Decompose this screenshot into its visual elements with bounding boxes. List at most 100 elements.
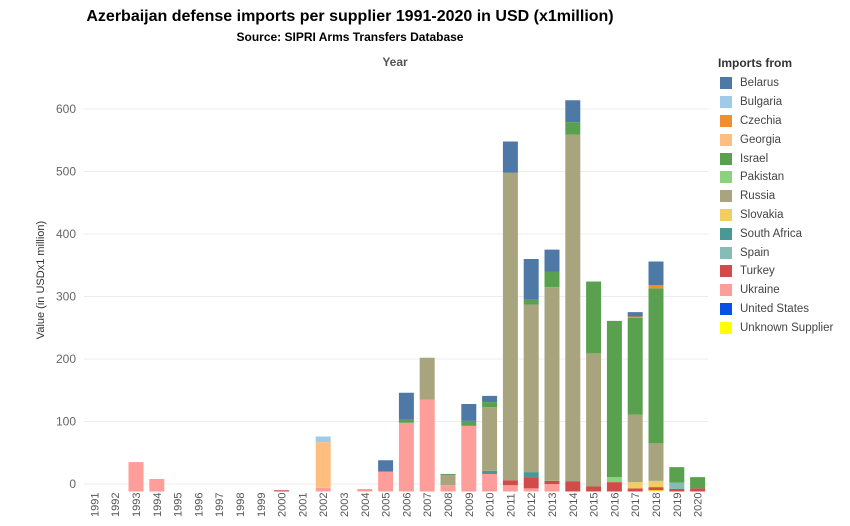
legend-label: Slovakia bbox=[740, 208, 784, 221]
x-tick-label: 1996 bbox=[193, 493, 205, 517]
legend-item[interactable]: United States bbox=[718, 300, 848, 319]
bar-segment bbox=[502, 172, 518, 481]
bar-segment bbox=[523, 477, 539, 489]
bar-segment bbox=[669, 467, 685, 483]
bar-segment bbox=[627, 316, 643, 318]
y-tick-label: 600 bbox=[56, 102, 76, 116]
bar-segment bbox=[315, 442, 331, 488]
x-tick-label: 2009 bbox=[464, 493, 476, 517]
bar-segment bbox=[274, 490, 290, 492]
bar-segment bbox=[440, 475, 456, 486]
legend-item[interactable]: Georgia bbox=[718, 130, 848, 149]
bar-segment bbox=[690, 488, 706, 492]
bar-segment bbox=[627, 317, 643, 415]
bar-segment bbox=[378, 460, 394, 472]
x-tick-label: 1992 bbox=[110, 493, 122, 517]
x-tick-label: 2010 bbox=[485, 493, 497, 517]
bar-segment bbox=[398, 392, 414, 420]
bar-segment bbox=[648, 487, 664, 491]
bar-segment bbox=[586, 353, 602, 487]
bar-segment bbox=[482, 407, 498, 471]
legend-swatch bbox=[720, 190, 732, 203]
bar-segment bbox=[648, 285, 664, 289]
legend-item[interactable]: Pakistan bbox=[718, 168, 848, 187]
legend-swatch bbox=[720, 265, 732, 278]
legend-item[interactable]: Slovakia bbox=[718, 206, 848, 225]
legend-item[interactable]: Spain bbox=[718, 243, 848, 262]
x-tick-label: 2020 bbox=[693, 493, 705, 517]
bar-segment bbox=[482, 395, 498, 403]
bar-segment bbox=[565, 134, 581, 482]
legend-swatch bbox=[720, 171, 732, 184]
legend-label: Turkey bbox=[740, 265, 775, 278]
legend-swatch bbox=[720, 152, 732, 165]
bar-segment bbox=[544, 287, 560, 481]
bar-segment bbox=[648, 480, 664, 488]
bar-segment bbox=[648, 490, 664, 492]
x-tick-label: 2012 bbox=[526, 493, 538, 517]
bar-segment bbox=[461, 404, 477, 421]
legend-swatch bbox=[720, 302, 732, 315]
legend-swatch bbox=[720, 284, 732, 297]
legend-swatch bbox=[720, 133, 732, 146]
bar-segment bbox=[544, 249, 560, 272]
y-tick-label: 500 bbox=[56, 165, 76, 179]
x-tick-label: 2017 bbox=[630, 493, 642, 517]
bar-segment bbox=[565, 122, 581, 135]
bar-segment bbox=[606, 477, 622, 483]
legend-swatch bbox=[720, 208, 732, 221]
legend-item[interactable]: Unknown Supplier bbox=[718, 318, 848, 337]
legend-item[interactable]: Bulgaria bbox=[718, 93, 848, 112]
legend-title: Imports from bbox=[718, 56, 793, 70]
legend-item[interactable]: Russia bbox=[718, 187, 848, 206]
bar-segment bbox=[523, 259, 539, 300]
x-tick-label: 2004 bbox=[360, 493, 372, 517]
legend-item[interactable]: Turkey bbox=[718, 262, 848, 281]
bar-segment bbox=[357, 489, 373, 492]
legend-item[interactable]: Belarus bbox=[718, 74, 848, 93]
bar-segment bbox=[440, 485, 456, 492]
chart-title: Azerbaijan defense imports per supplier … bbox=[86, 8, 614, 25]
bar-segment bbox=[648, 288, 664, 444]
bar-segment bbox=[544, 480, 560, 484]
x-axis-label: Year bbox=[382, 55, 408, 69]
legend-swatch bbox=[720, 246, 732, 259]
x-tick-label: 2014 bbox=[568, 493, 580, 517]
x-tick-label: 1994 bbox=[152, 493, 164, 517]
x-tick-label: 1999 bbox=[256, 493, 268, 517]
bar-segment bbox=[315, 487, 331, 492]
bar-segment bbox=[565, 481, 581, 492]
legend: Imports from Belarus Bulgaria Czechia Georg… bbox=[718, 56, 848, 337]
legend-label: United States bbox=[740, 302, 810, 315]
x-tick-label: 1993 bbox=[131, 493, 143, 517]
bar-segment bbox=[315, 436, 331, 443]
legend-item[interactable]: Ukraine bbox=[718, 281, 848, 300]
legend-label: Spain bbox=[740, 246, 770, 259]
bar-segment bbox=[461, 425, 477, 492]
x-tick-label: 1995 bbox=[173, 493, 185, 517]
bar-segment bbox=[502, 485, 518, 492]
x-tick-label: 1997 bbox=[214, 493, 226, 517]
legend-swatch bbox=[720, 321, 732, 334]
y-tick-label: 0 bbox=[69, 477, 76, 491]
x-tick-label: 2000 bbox=[277, 493, 289, 517]
x-tick-label: 2002 bbox=[318, 493, 330, 517]
bar-segment bbox=[461, 420, 477, 426]
bar-segment bbox=[523, 472, 539, 478]
y-axis-label: Value (in USDx1 million) bbox=[35, 221, 47, 339]
bar-segment bbox=[586, 281, 602, 354]
legend-item[interactable]: Israel bbox=[718, 149, 848, 168]
x-tick-label: 2018 bbox=[651, 493, 663, 517]
legend-item[interactable]: South Africa bbox=[718, 224, 848, 243]
legend-label: Czechia bbox=[740, 114, 782, 127]
bar-segment bbox=[419, 357, 435, 400]
bar-segment bbox=[523, 299, 539, 305]
bar-segment bbox=[669, 482, 685, 489]
x-tick-label: 2011 bbox=[505, 493, 517, 517]
legend-item[interactable]: Czechia bbox=[718, 112, 848, 131]
legend-label: Bulgaria bbox=[740, 96, 783, 109]
bar-segment bbox=[627, 482, 643, 489]
bar-segment bbox=[440, 474, 456, 476]
bar-segment bbox=[482, 470, 498, 474]
